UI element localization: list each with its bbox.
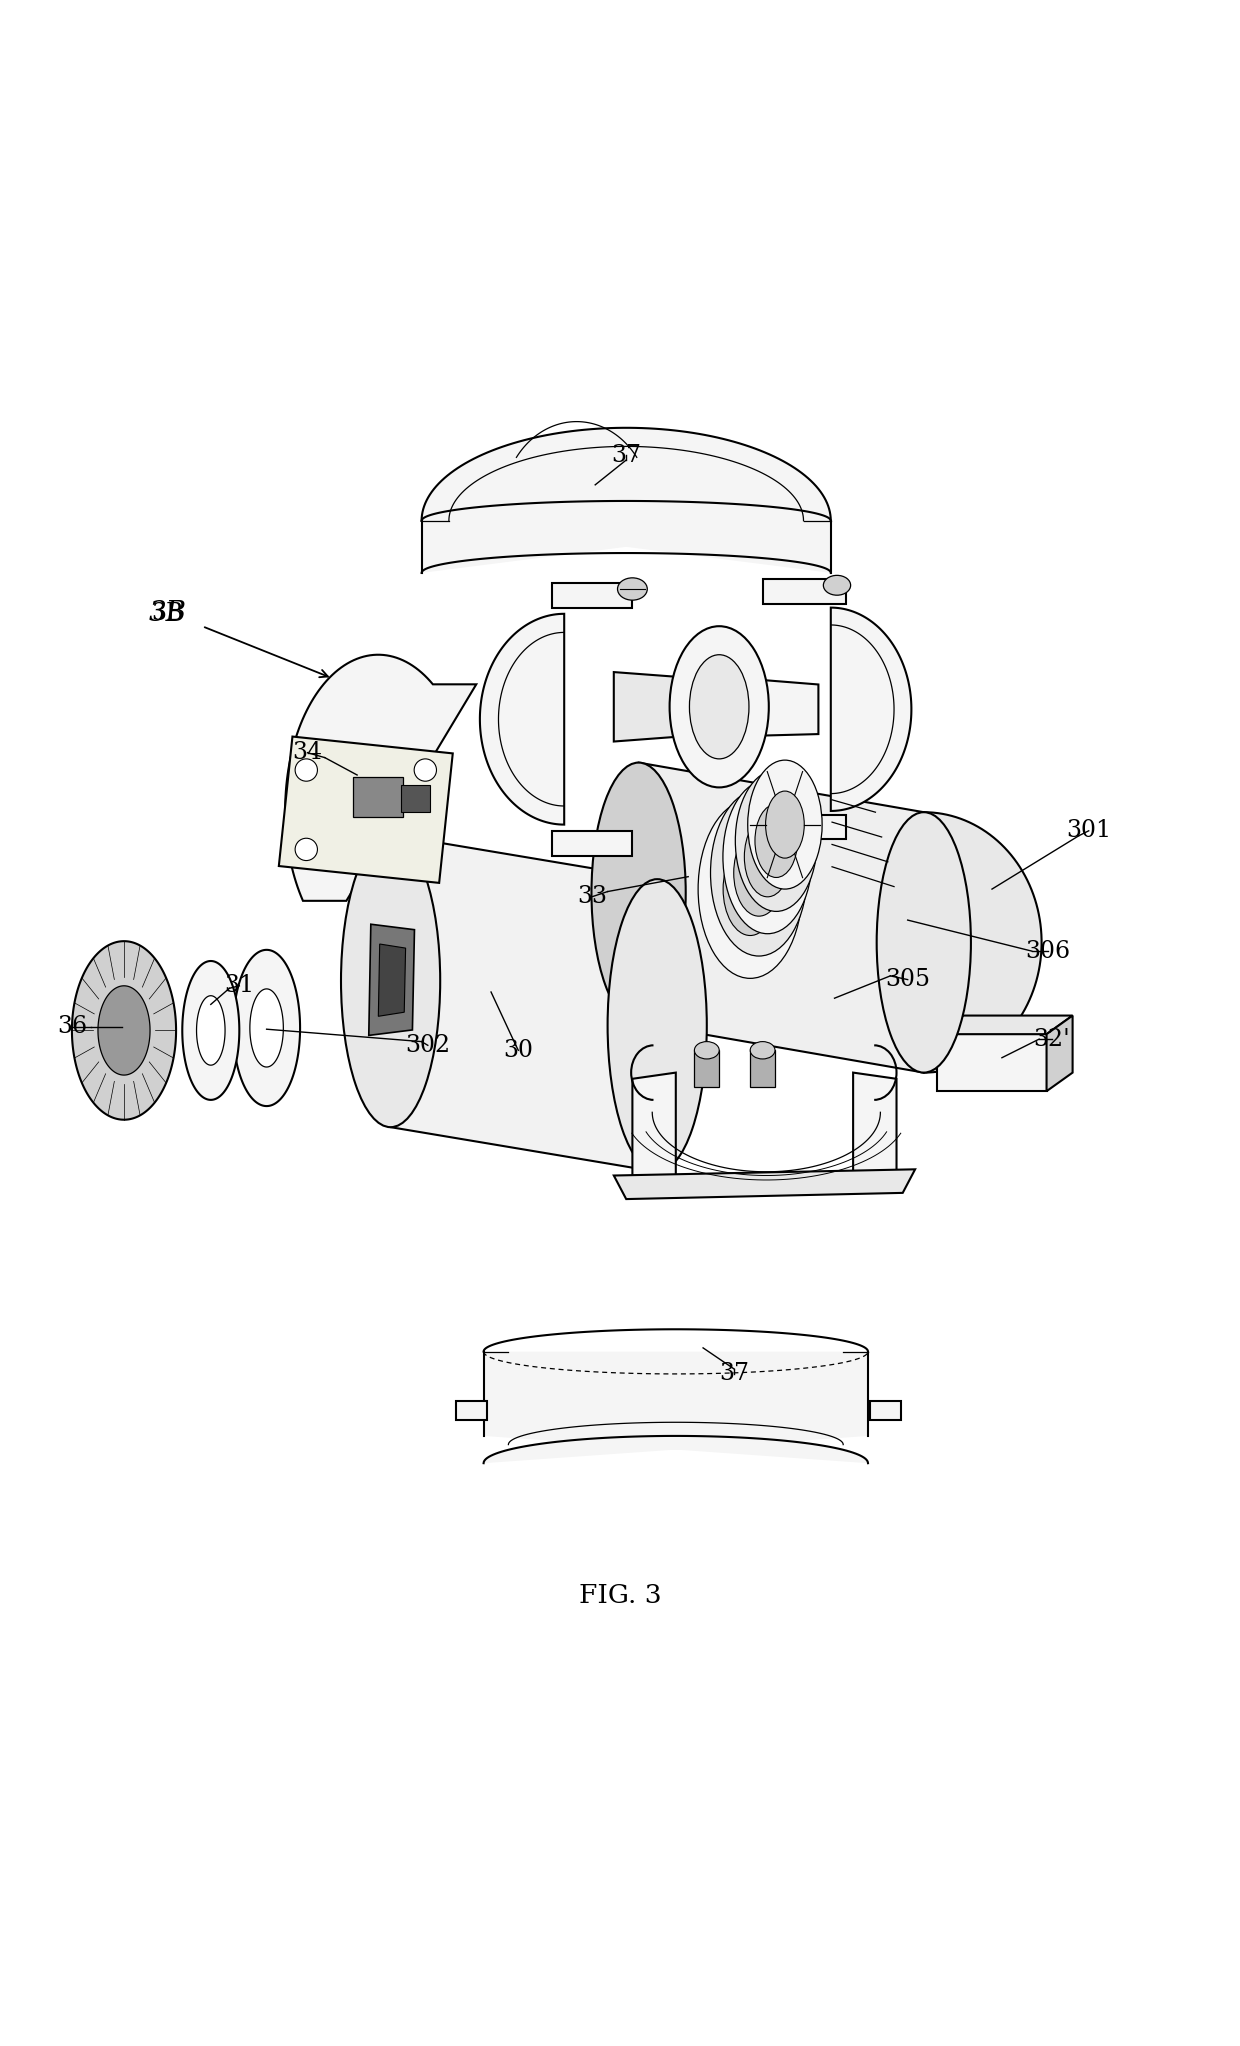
Ellipse shape	[670, 626, 769, 788]
Ellipse shape	[755, 804, 797, 878]
Polygon shape	[763, 579, 846, 604]
Polygon shape	[378, 943, 405, 1017]
Ellipse shape	[823, 575, 851, 595]
Ellipse shape	[618, 577, 647, 599]
Ellipse shape	[723, 780, 812, 933]
Polygon shape	[401, 786, 430, 812]
Polygon shape	[853, 1072, 897, 1191]
Polygon shape	[285, 655, 476, 900]
Ellipse shape	[591, 763, 686, 1023]
Text: 3B: 3B	[149, 599, 186, 628]
Polygon shape	[937, 1015, 1073, 1033]
Polygon shape	[484, 1352, 868, 1463]
Polygon shape	[614, 1170, 915, 1199]
Text: 306: 306	[1025, 939, 1070, 962]
Polygon shape	[250, 988, 284, 1068]
Ellipse shape	[765, 792, 805, 857]
Text: 34: 34	[293, 741, 322, 763]
Ellipse shape	[295, 759, 317, 782]
Polygon shape	[279, 737, 453, 884]
Text: FIG. 3: FIG. 3	[579, 1584, 661, 1608]
Polygon shape	[197, 996, 226, 1066]
Text: 31: 31	[224, 974, 254, 996]
Polygon shape	[1047, 1015, 1073, 1091]
Polygon shape	[937, 1033, 1047, 1091]
Polygon shape	[233, 949, 300, 1107]
Polygon shape	[614, 671, 713, 741]
Text: 36: 36	[57, 1015, 87, 1037]
Polygon shape	[870, 1402, 901, 1420]
Ellipse shape	[744, 816, 791, 896]
Ellipse shape	[750, 1041, 775, 1060]
Ellipse shape	[711, 790, 807, 955]
Ellipse shape	[734, 831, 784, 917]
Text: 37: 37	[719, 1363, 749, 1385]
Ellipse shape	[877, 812, 971, 1072]
Polygon shape	[72, 941, 176, 1119]
Text: 30: 30	[503, 1039, 533, 1062]
Text: 305: 305	[885, 968, 930, 990]
Text: 32': 32'	[1033, 1027, 1070, 1050]
Polygon shape	[368, 925, 414, 1035]
Polygon shape	[750, 1050, 775, 1088]
Text: 302: 302	[405, 1033, 450, 1058]
Text: 37: 37	[611, 444, 641, 466]
Polygon shape	[924, 812, 1042, 1072]
Polygon shape	[480, 614, 564, 825]
Polygon shape	[763, 814, 846, 839]
Polygon shape	[639, 763, 924, 1072]
Polygon shape	[353, 777, 403, 816]
Text: 33: 33	[578, 886, 608, 908]
Ellipse shape	[723, 843, 777, 935]
Polygon shape	[552, 583, 632, 608]
Ellipse shape	[689, 655, 749, 759]
Polygon shape	[422, 428, 831, 573]
Text: 301: 301	[1066, 818, 1111, 843]
Polygon shape	[632, 1072, 676, 1191]
Polygon shape	[552, 831, 632, 855]
Polygon shape	[831, 608, 911, 810]
Ellipse shape	[698, 800, 802, 978]
Polygon shape	[456, 1402, 487, 1420]
Ellipse shape	[748, 761, 822, 890]
Ellipse shape	[735, 769, 817, 910]
Ellipse shape	[414, 759, 436, 782]
Ellipse shape	[608, 880, 707, 1172]
Polygon shape	[694, 1050, 719, 1088]
Polygon shape	[182, 962, 239, 1101]
Ellipse shape	[295, 839, 317, 861]
Polygon shape	[98, 986, 150, 1074]
Ellipse shape	[341, 835, 440, 1127]
Text: 3B: 3B	[151, 602, 184, 626]
Polygon shape	[725, 677, 818, 737]
Polygon shape	[391, 835, 657, 1172]
Ellipse shape	[694, 1041, 719, 1060]
